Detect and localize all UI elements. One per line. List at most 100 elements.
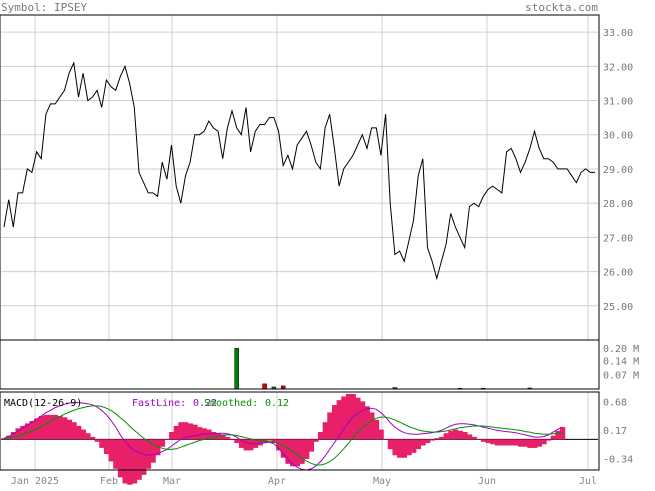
macd-hist-bar bbox=[499, 439, 505, 446]
macd-hist-bar bbox=[522, 439, 529, 447]
macd-hist-bar bbox=[429, 439, 435, 441]
fastline-label: FastLine: bbox=[132, 398, 186, 409]
macd-hist-bar bbox=[29, 420, 35, 440]
macd-hist-bar bbox=[317, 432, 324, 440]
macd-hist-bar bbox=[397, 439, 403, 458]
fastline-value: 0.22 bbox=[193, 398, 217, 409]
macd-hist-bar bbox=[485, 439, 491, 444]
macd-tick-label: 0.68 bbox=[603, 397, 627, 408]
macd-hist-bar bbox=[192, 424, 198, 440]
volume-tick-label: 0.20 M bbox=[603, 344, 639, 355]
macd-hist-bar bbox=[345, 394, 352, 440]
macd-hist-bar bbox=[387, 439, 394, 450]
macd-hist-bar bbox=[294, 439, 301, 467]
x-month-label: Apr bbox=[268, 476, 286, 486]
macd-hist-bar bbox=[415, 439, 422, 450]
macd-hist-bar bbox=[257, 439, 263, 446]
macd-hist-bar bbox=[122, 439, 128, 484]
macd-hist-bar bbox=[187, 423, 194, 440]
macd-hist-bar bbox=[331, 405, 338, 440]
price-tick-label: 31.00 bbox=[603, 97, 633, 108]
macd-hist-bar bbox=[238, 439, 245, 448]
macd-hist-bar bbox=[364, 406, 370, 440]
macd-hist-bar bbox=[52, 414, 59, 440]
macd-hist-bar bbox=[224, 436, 231, 440]
macd-hist-bar bbox=[308, 439, 314, 452]
macd-hist-bar bbox=[480, 439, 487, 442]
x-month-label: May bbox=[373, 476, 391, 486]
macd-hist-bar bbox=[476, 439, 482, 440]
macd-panel-frame bbox=[0, 391, 600, 471]
volume-bar bbox=[234, 347, 239, 390]
macd-hist-bar bbox=[145, 439, 152, 469]
macd-hist-bar bbox=[62, 417, 68, 440]
macd-hist-bar bbox=[85, 433, 91, 440]
macd-hist-bar bbox=[420, 439, 426, 446]
macd-hist-bar bbox=[452, 429, 459, 440]
macd-hist-bar bbox=[541, 439, 547, 445]
price-line bbox=[3, 61, 595, 281]
macd-hist-bar bbox=[159, 439, 166, 447]
price-tick-label: 29.00 bbox=[603, 165, 633, 176]
macd-hist-bar bbox=[80, 429, 86, 440]
macd-hist-bar bbox=[48, 414, 54, 440]
macd-hist-bar bbox=[24, 423, 31, 440]
macd-hist-bar bbox=[285, 439, 291, 464]
macd-hist-bar bbox=[438, 436, 445, 440]
macd-hist-bar bbox=[243, 439, 249, 451]
x-month-label: Mar bbox=[163, 476, 181, 486]
macd-hist-bar bbox=[518, 439, 524, 447]
macd-hist-bar bbox=[150, 439, 156, 463]
macd-hist-bar bbox=[220, 434, 226, 440]
macd-hist-bar bbox=[401, 439, 408, 458]
macd-hist-bar bbox=[75, 425, 82, 440]
macd-hist-bar bbox=[196, 427, 203, 440]
x-month-label: Jul bbox=[579, 476, 597, 486]
macd-hist-bar bbox=[6, 435, 12, 440]
price-tick-label: 26.00 bbox=[603, 268, 633, 279]
macd-hist-bar bbox=[117, 439, 124, 478]
macd-hist-bar bbox=[266, 439, 273, 441]
macd-hist-bar bbox=[210, 432, 217, 440]
macd-hist-bar bbox=[141, 439, 147, 475]
macd-hist-bar bbox=[443, 433, 449, 440]
price-tick-label: 27.00 bbox=[603, 233, 633, 244]
macd-hist-bar bbox=[99, 439, 105, 448]
macd-hist-bar bbox=[392, 439, 398, 456]
macd-hist-bar bbox=[94, 439, 100, 442]
macd-hist-bar bbox=[304, 439, 310, 459]
macd-hist-bar bbox=[448, 430, 454, 440]
price-tick-label: 28.00 bbox=[603, 199, 633, 210]
macd-hist-bar bbox=[57, 416, 63, 440]
macd-hist-bar bbox=[113, 439, 119, 469]
macd-hist-bar bbox=[550, 435, 556, 440]
macd-hist-bar bbox=[103, 439, 110, 455]
macd-hist-bar bbox=[369, 412, 375, 440]
macd-hist-bar bbox=[327, 412, 333, 440]
macd-hist-bar bbox=[457, 430, 463, 440]
macd-hist-bar bbox=[425, 439, 431, 444]
macd-hist-bar bbox=[471, 436, 477, 440]
price-tick-label: 30.00 bbox=[603, 131, 633, 142]
macd-hist-bar bbox=[359, 401, 366, 440]
symbol-label: Symbol: IPSEY bbox=[1, 1, 87, 14]
price-tick-label: 25.00 bbox=[603, 302, 633, 313]
macd-hist-bar bbox=[229, 439, 235, 440]
macd-hist-bar bbox=[434, 438, 440, 440]
macd-hist-bar bbox=[206, 429, 212, 440]
macd-hist-bar bbox=[508, 439, 515, 446]
macd-hist-bar bbox=[38, 416, 45, 440]
macd-hist-bar bbox=[383, 439, 389, 440]
price-tick-label: 32.00 bbox=[603, 62, 633, 73]
macd-hist-bar bbox=[89, 436, 96, 440]
macd-hist-bar bbox=[406, 439, 412, 456]
macd-hist-bar bbox=[336, 400, 342, 440]
macd-hist-bar bbox=[378, 429, 384, 440]
macd-hist-bar bbox=[127, 439, 133, 485]
x-month-label: Feb bbox=[100, 476, 118, 486]
macd-hist-bar bbox=[462, 432, 468, 440]
macd-hist-bar bbox=[411, 439, 417, 453]
macd-hist-bar bbox=[66, 419, 73, 440]
